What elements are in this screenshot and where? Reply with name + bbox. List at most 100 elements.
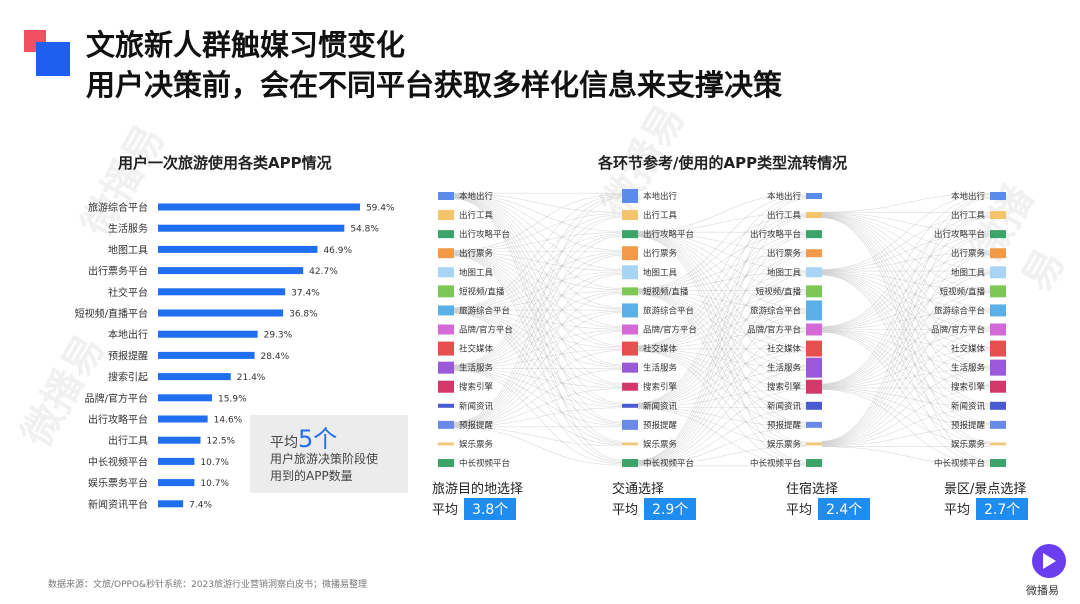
sankey-node-label: 预报提醒 [643,420,678,431]
sankey-link [637,446,807,466]
sankey-node-label: 旅游综合平台 [459,305,510,316]
sankey-link [821,292,991,387]
stage-transport: 交通选择 平均 2.9个 [612,478,697,520]
sankey-link [637,293,807,425]
sankey-link [637,389,807,465]
sankey-link [637,271,807,291]
stage-name: 景区/景点选择 [944,482,1027,497]
bar-category-label: 出行票务平台 [88,265,148,278]
sankey-link [453,213,623,252]
stage-avg-value: 2.7个 [976,498,1029,520]
bar [158,267,304,275]
bar-category-label: 娱乐票务平台 [88,477,148,490]
sankey-link [453,197,623,404]
sankey-link [637,217,807,461]
sankey-link [453,196,623,366]
sankey-link [637,196,807,347]
sankey-node [438,248,454,259]
sankey-link [821,271,991,329]
sankey-link [637,233,807,290]
sankey-node [438,210,454,221]
sankey-node [438,341,454,356]
sankey-link [637,368,807,407]
sankey-link [637,349,807,369]
summary-box: 平均5个 用户旅游决策阶段使 用到的APP数量 [250,415,408,493]
sankey-node-label: 旅游综合平台 [934,305,985,316]
sankey-link [821,193,991,213]
page-subtitle: 用户决策前，会在不同平台获取多样化信息来支撑决策 [86,68,783,102]
sankey-link [453,310,623,330]
sankey-node [438,361,454,374]
sankey-link [453,235,623,424]
sankey-node-label: 出行攻略平台 [934,229,985,240]
sankey-node [990,401,1006,410]
bar-chart: 旅游综合平台 59.4% 生活服务 54.8% 地图工具 46.9% 出行票务平台 42.7%… [75,201,395,511]
sankey-link [637,233,807,309]
sankey-link [637,234,807,347]
sankey-node-label: 娱乐票务 [643,439,678,450]
sankey-node-label: 预报提醒 [459,420,494,431]
bar-category-label: 出行攻略平台 [88,413,148,426]
sankey-link [453,196,623,385]
sankey-node [806,357,822,378]
bar-value-label: 15.9% [218,394,247,404]
sankey-link [637,291,807,368]
sankey-link [453,369,623,426]
sankey-node [438,324,454,335]
sankey-link [637,293,807,444]
sankey-link [637,193,807,232]
sankey-node [622,459,638,467]
bar-value-label: 46.9% [323,246,352,256]
bar [158,479,195,487]
stage-avg: 平均 2.4个 [786,498,871,520]
sankey-link [453,254,623,386]
sankey-link [637,370,807,465]
sankey-node-label: 品牌/官方平台 [643,325,697,336]
sankey-link [821,254,991,386]
sankey-link [453,196,623,366]
sankey-link [637,310,807,349]
sankey-link [637,236,807,462]
sankey-link [453,272,623,367]
sankey-node-label: 旅游综合平台 [750,305,801,316]
sankey-link [821,251,991,271]
sankey-link [821,194,991,270]
bar [158,500,184,508]
stage-avg: 平均 3.8个 [432,498,517,520]
sankey-link [821,217,991,442]
sankey-node-label: 中长视频平台 [750,458,801,469]
sankey-node [806,267,822,278]
sankey-link [637,351,807,464]
sankey-link [453,290,623,310]
sankey-link [453,195,623,308]
sankey-link [637,235,807,424]
sankey-node [622,287,638,296]
sankey-link [637,233,807,290]
sankey-link [637,234,807,366]
page-title: 文旅新人群触媒习惯变化 [86,28,406,62]
sankey-link [637,292,807,387]
sankey-node-label: 中长视频平台 [459,458,510,469]
sankey-link [821,217,991,442]
sankey-link [821,216,991,404]
summary-line1: 平均5个 [270,419,337,454]
sankey-link [637,291,807,329]
sankey-link [637,350,807,445]
sankey-link [453,368,623,388]
sankey-link [637,232,807,252]
bar-value-label: 37.4% [291,288,320,298]
sankey-node [990,459,1006,467]
sankey-node [806,230,822,239]
sankey-link [637,408,807,465]
sankey-link [637,235,807,405]
stage-destination: 旅游目的地选择 平均 3.8个 [432,478,523,520]
sankey-node [622,189,638,203]
sankey-link [821,215,991,366]
sankey-node [438,285,454,298]
bar [158,415,208,423]
sankey-link [637,312,807,463]
summary-line3: 用到的APP数量 [270,469,353,483]
sankey-link [821,330,991,368]
sankey-node-label: 出行攻略平台 [750,229,801,240]
sankey-node-label: 中长视频平台 [934,458,985,469]
